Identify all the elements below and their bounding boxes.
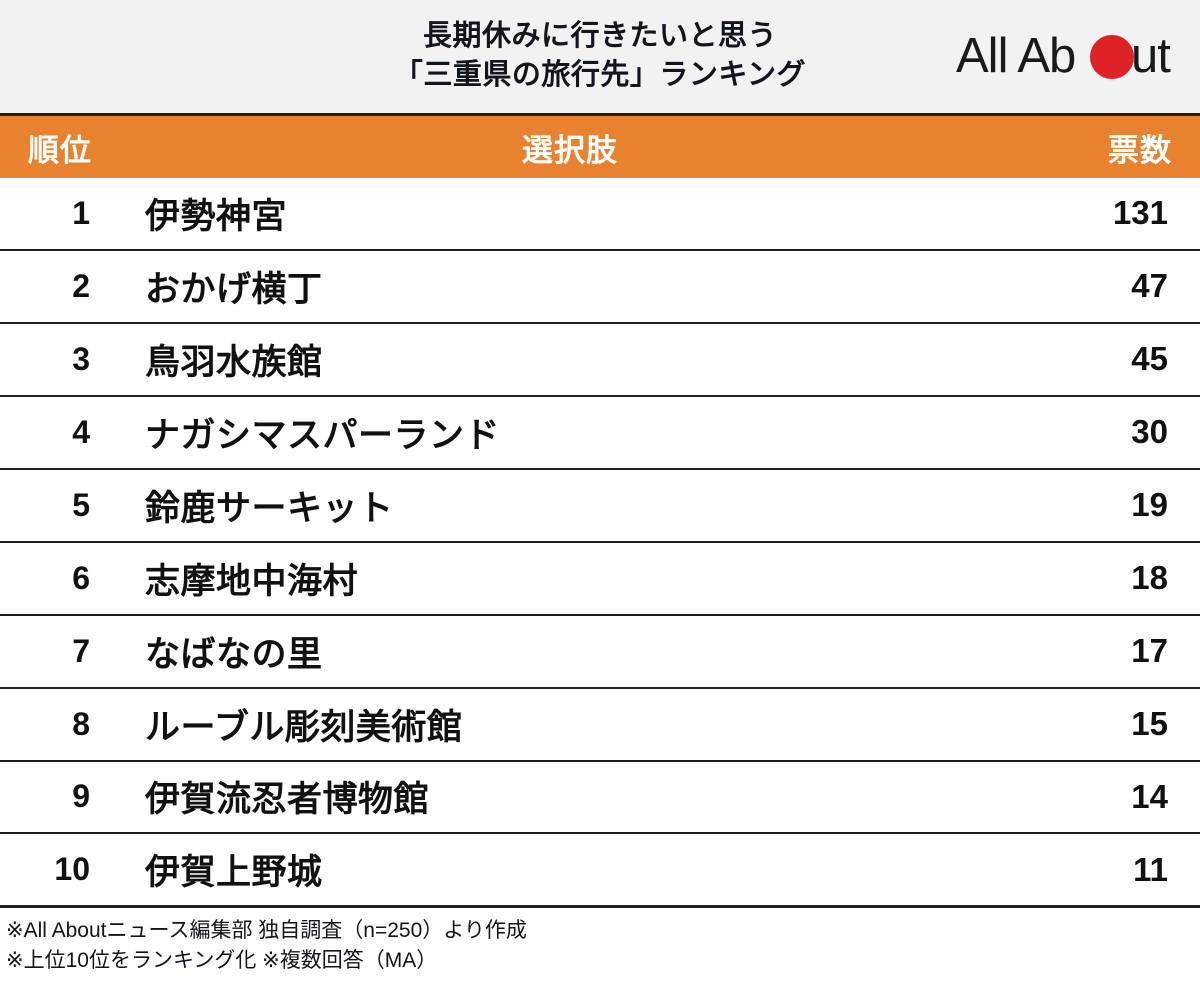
choice-label: ルーブル彫刻美術館: [145, 707, 463, 747]
rank-value: 1: [72, 194, 90, 231]
header-banner: 長期休みに行きたいと思う 「三重県の旅行先」ランキング All Ab ut: [0, 0, 1200, 113]
table-row: 4 ナガシマスパーランド 30: [0, 394, 1200, 468]
page-title: 長期休みに行きたいと思う 「三重県の旅行先」ランキング: [393, 19, 807, 91]
choice-label: なばなの里: [145, 634, 323, 674]
choice-label: 鳥羽水族館: [145, 342, 323, 382]
table-row: 5 鈴鹿サーキット 19: [0, 467, 1200, 541]
votes-value: 18: [1131, 559, 1168, 597]
all-about-logo: All Ab ut: [956, 28, 1178, 86]
logo-red-dot-icon: [1090, 34, 1134, 79]
votes-value: 15: [1131, 705, 1168, 743]
svg-text:ut: ut: [1131, 29, 1171, 83]
rank-value: 8: [72, 705, 90, 742]
votes-value: 11: [1133, 850, 1168, 888]
table-row: 10 伊賀上野城 11: [0, 832, 1200, 906]
votes-value: 47: [1131, 267, 1168, 305]
choice-label: 伊賀上野城: [145, 853, 323, 893]
rank-value: 10: [54, 851, 90, 888]
rank-value: 5: [72, 486, 90, 523]
choice-label: 伊勢神宮: [145, 196, 288, 236]
table-row: 2 おかげ横丁 47: [0, 248, 1200, 322]
votes-value: 17: [1131, 632, 1168, 670]
table-row: 3 鳥羽水族館 45: [0, 321, 1200, 395]
ranking-table: 順位 選択肢 票数 1 伊勢神宮 131 2 おかげ横丁 47 3 鳥羽水族館 …: [0, 113, 1200, 909]
choice-label: 志摩地中海村: [145, 561, 359, 601]
rank-value: 6: [72, 559, 90, 596]
rank-value: 9: [72, 778, 90, 815]
column-header-rank: 順位: [28, 132, 92, 168]
table-row: 6 志摩地中海村 18: [0, 540, 1200, 614]
table-row: 8 ルーブル彫刻美術館 15: [0, 686, 1200, 760]
svg-text:All Ab: All Ab: [956, 29, 1075, 83]
votes-value: 14: [1131, 777, 1168, 815]
choice-label: 鈴鹿サーキット: [145, 488, 394, 528]
table-row: 1 伊勢神宮 131: [0, 178, 1200, 249]
footnotes: ※All Aboutニュース編集部 独自調査（n=250）より作成 ※上位10位…: [0, 908, 1200, 982]
choice-label: おかげ横丁: [145, 269, 323, 309]
votes-value: 131: [1112, 194, 1168, 232]
votes-value: 19: [1131, 486, 1168, 524]
table-row: 9 伊賀流忍者博物館 14: [0, 759, 1200, 833]
rank-value: 3: [72, 340, 90, 377]
footnote-method: ※上位10位をランキング化 ※複数回答（MA）: [6, 949, 438, 973]
choice-label: ナガシマスパーランド: [145, 415, 501, 455]
footnote-source: ※All Aboutニュース編集部 独自調査（n=250）より作成: [6, 919, 527, 943]
column-header-choice: 選択肢: [522, 132, 618, 168]
rank-value: 4: [72, 413, 90, 450]
votes-value: 45: [1131, 340, 1168, 378]
choice-label: 伊賀流忍者博物館: [145, 780, 430, 820]
table-row: 7 なばなの里 17: [0, 613, 1200, 687]
rank-value: 7: [72, 632, 90, 669]
all-about-logo-mark: All Ab ut: [956, 29, 1172, 83]
column-header-votes: 票数: [1108, 132, 1172, 168]
table-body: 1 伊勢神宮 131 2 おかげ横丁 47 3 鳥羽水族館 45 4 ナガシマス…: [0, 178, 1200, 909]
votes-value: 30: [1131, 413, 1168, 451]
rank-value: 2: [72, 267, 90, 304]
table-header-row: 順位 選択肢 票数: [0, 116, 1200, 178]
